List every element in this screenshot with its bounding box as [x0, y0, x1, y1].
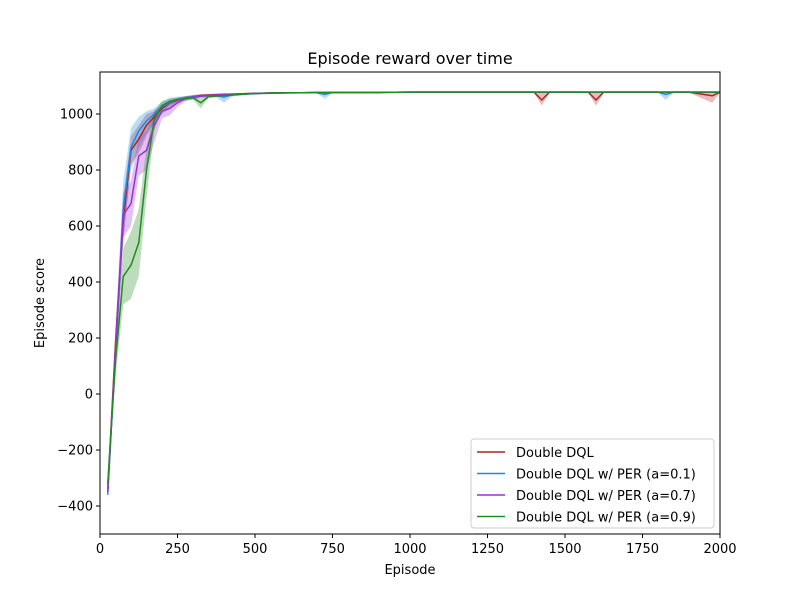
y-tick-label: 600: [68, 220, 93, 235]
legend-label-double-dql-w-per-a-0-7: Double DQL w/ PER (a=0.7): [516, 489, 696, 504]
legend: Double DQL Double DQL w/ PER (a=0.1) Doubl…: [470, 438, 715, 529]
line-double-dql-w-per-a-0-9: [107, 91, 720, 484]
y-axis-label: Episode score: [33, 258, 48, 348]
y-tick-label: 0: [85, 388, 93, 403]
x-tick-label: 0: [96, 542, 104, 557]
x-tick-label: 2000: [703, 542, 736, 557]
x-tick-label: 750: [320, 542, 345, 557]
legend-label-double-dql-w-per-a-0-1: Double DQL w/ PER (a=0.1): [516, 468, 696, 483]
y-tick-label: 1000: [60, 108, 93, 123]
series-lines: [107, 91, 721, 495]
x-tick-label: 1250: [471, 542, 504, 557]
x-tick-label: 1500: [548, 542, 581, 557]
y-axis-ticks: −400 −200 0 200 400 600 800 1000: [57, 108, 100, 515]
y-tick-label: −400: [57, 500, 93, 515]
y-tick-label: −200: [57, 444, 93, 459]
x-tick-label: 1000: [393, 542, 426, 557]
y-tick-label: 400: [68, 276, 93, 291]
y-tick-label: 200: [68, 332, 93, 347]
x-axis-ticks: 0 250 500 750 1000 1250 1500 1750 2000: [96, 534, 737, 557]
legend-label-double-dql: Double DQL: [516, 446, 594, 461]
legend-box: [470, 438, 715, 529]
x-axis-label: Episode: [384, 563, 435, 578]
chart-title: Episode reward over time: [307, 49, 512, 68]
legend-label-double-dql-w-per-a-0-9: Double DQL w/ PER (a=0.9): [516, 511, 696, 526]
x-tick-label: 250: [165, 542, 190, 557]
x-tick-label: 500: [243, 542, 268, 557]
x-tick-label: 1750: [626, 542, 659, 557]
y-tick-label: 800: [68, 164, 93, 179]
